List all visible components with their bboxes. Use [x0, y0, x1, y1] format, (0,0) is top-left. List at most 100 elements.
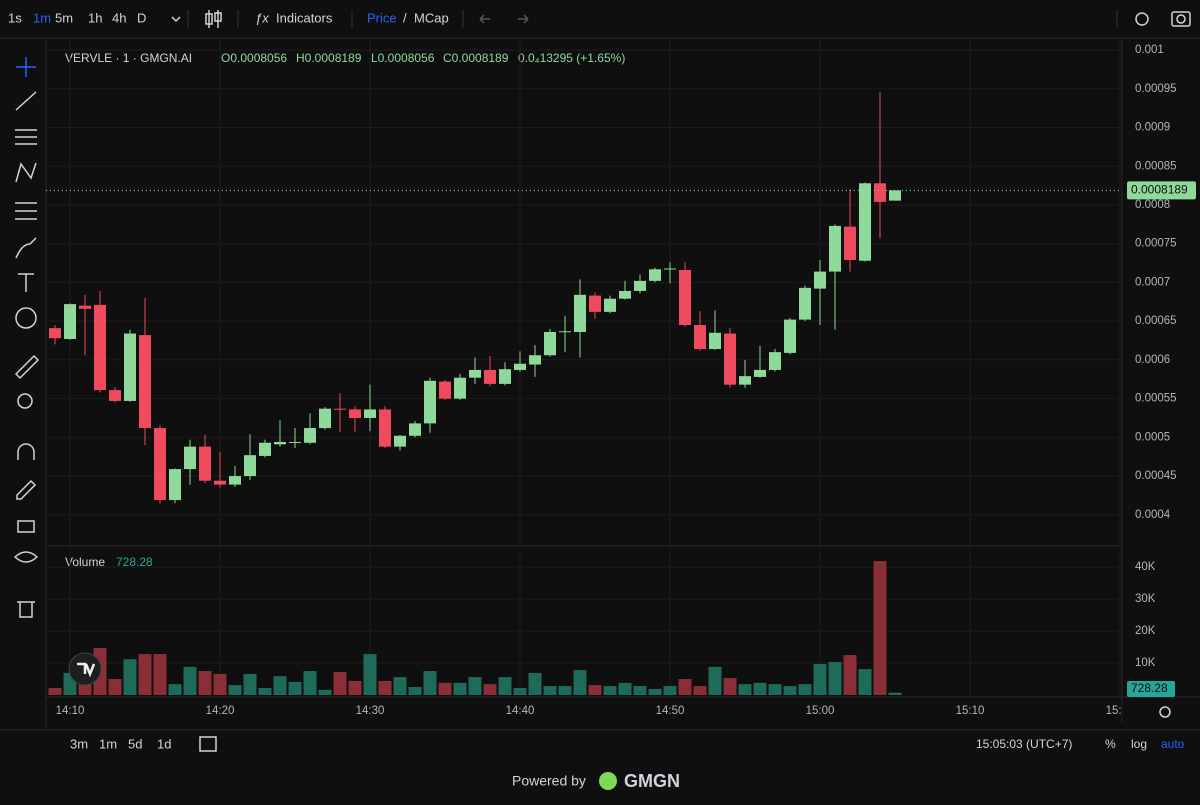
- volume-bar: [528, 672, 542, 695]
- volume-bar: [198, 671, 212, 695]
- fx-icon[interactable]: ƒx: [255, 10, 269, 25]
- timeframe-dropdown[interactable]: [171, 16, 181, 23]
- percent-toggle[interactable]: %: [1105, 737, 1116, 751]
- candle-body: [154, 428, 166, 501]
- redo-button[interactable]: [518, 14, 529, 24]
- axis-settings[interactable]: [1159, 706, 1171, 718]
- x-tick-label: 15:20: [1106, 705, 1135, 717]
- price-toggle[interactable]: Price: [367, 10, 397, 25]
- y-tick-label: 0.0007: [1135, 276, 1170, 288]
- symbol-name: VERVLE · 1 · GMGN.AI: [65, 51, 192, 65]
- x-tick-label: 15:00: [806, 705, 835, 717]
- icon-tool[interactable]: [15, 307, 37, 329]
- legend-change: 0.0₄13295 (+1.65%): [518, 51, 625, 65]
- fib-tool[interactable]: [15, 129, 37, 145]
- timeframe-button[interactable]: 1h: [88, 10, 102, 25]
- range-button[interactable]: 3m: [70, 736, 88, 751]
- candle-body: [79, 305, 91, 309]
- candle-body: [304, 428, 316, 443]
- y-tick-label: 0.00075: [1135, 238, 1177, 250]
- drawing-toolbar: [13, 57, 40, 618]
- volume-bar: [258, 687, 272, 695]
- volume-bar: [138, 654, 152, 695]
- timeframe-button[interactable]: 1s: [8, 10, 22, 25]
- candle-body: [709, 332, 721, 350]
- brush-tool[interactable]: [15, 237, 37, 259]
- log-toggle[interactable]: log: [1131, 737, 1147, 751]
- tradingview-logo-mark: [77, 662, 96, 678]
- range-button[interactable]: 1d: [157, 736, 171, 751]
- zoom-tool[interactable]: [17, 393, 33, 409]
- last-volume-label: 728.28: [1131, 681, 1168, 695]
- auto-toggle[interactable]: auto: [1161, 737, 1185, 751]
- volume-bar: [393, 677, 407, 695]
- last-volume-box: [1127, 681, 1175, 697]
- measure-tool[interactable]: [14, 354, 40, 380]
- lock-drawing-tool[interactable]: [16, 479, 37, 500]
- x-tick-label: 14:40: [506, 705, 535, 717]
- delete-tool[interactable]: [17, 601, 35, 618]
- volume-bar: [813, 664, 827, 695]
- settings-button[interactable]: [1135, 12, 1149, 26]
- candle-body: [529, 355, 541, 365]
- timeframe-button[interactable]: D: [137, 10, 146, 25]
- last-price-label: 0.0008189: [1131, 183, 1188, 197]
- y-tick-label: 0.0009: [1135, 122, 1170, 134]
- candle-body: [109, 390, 121, 401]
- mcap-toggle[interactable]: MCap: [414, 10, 449, 25]
- range-button[interactable]: 5d: [128, 736, 142, 751]
- undo-button[interactable]: [479, 14, 490, 24]
- powered-by: Powered by: [512, 773, 586, 789]
- volume-bar: [438, 682, 452, 695]
- volume-bar: [318, 689, 332, 695]
- volume-bar: [603, 686, 617, 695]
- slash: /: [403, 10, 407, 25]
- volume-tick-label: 40K: [1135, 561, 1156, 573]
- lock-tool[interactable]: [17, 520, 35, 533]
- y-tick-label: 0.00065: [1135, 315, 1177, 327]
- volume-bar: [693, 686, 707, 695]
- candle-body: [124, 333, 136, 401]
- volume-bar: [348, 680, 362, 695]
- y-tick-label: 0.0005: [1135, 431, 1170, 443]
- candle-body: [514, 363, 526, 370]
- text-tool[interactable]: [18, 273, 34, 292]
- screenshot-button[interactable]: [1171, 11, 1191, 27]
- volume-bar: [303, 671, 317, 695]
- timeframe-button[interactable]: 1m: [33, 10, 51, 25]
- candle-body: [94, 304, 106, 391]
- volume-legend-value: 728.28: [116, 555, 153, 569]
- x-tick-label: 14:30: [356, 705, 385, 717]
- trendline-tool[interactable]: [15, 91, 37, 111]
- volume-bar: [273, 676, 287, 695]
- pattern-tool[interactable]: [15, 162, 37, 183]
- magnet-tool[interactable]: [17, 443, 35, 460]
- volume-legend-label: Volume: [65, 555, 105, 569]
- crosshair-tool[interactable]: [16, 57, 36, 77]
- volume-bar: [648, 688, 662, 695]
- candle-body: [799, 287, 811, 320]
- volume-bar: [588, 685, 602, 695]
- goto-date-button[interactable]: [199, 736, 217, 752]
- volume-bar: [708, 666, 722, 695]
- range-group: 3m 1m 5d 1d: [70, 736, 171, 751]
- y-tick-label: 0.001: [1135, 44, 1164, 56]
- hide-tool[interactable]: [13, 551, 39, 563]
- candle-type-icon[interactable]: [205, 10, 222, 28]
- volume-bar: [558, 686, 572, 695]
- candle-body: [574, 294, 586, 333]
- prediction-tool[interactable]: [15, 202, 37, 220]
- candle-body: [454, 377, 466, 399]
- candle-body: [769, 352, 781, 370]
- screenshot-lens: [1176, 14, 1186, 24]
- candle-body: [259, 442, 271, 456]
- candle-body: [469, 369, 481, 378]
- range-button[interactable]: 1m: [99, 736, 117, 751]
- timeframe-button[interactable]: 5m: [55, 10, 73, 25]
- indicators-button[interactable]: Indicators: [276, 10, 333, 25]
- candle-body: [844, 226, 856, 260]
- candle-body: [604, 298, 616, 312]
- timeframe-button[interactable]: 4h: [112, 10, 126, 25]
- brand-name: GMGN: [624, 771, 680, 791]
